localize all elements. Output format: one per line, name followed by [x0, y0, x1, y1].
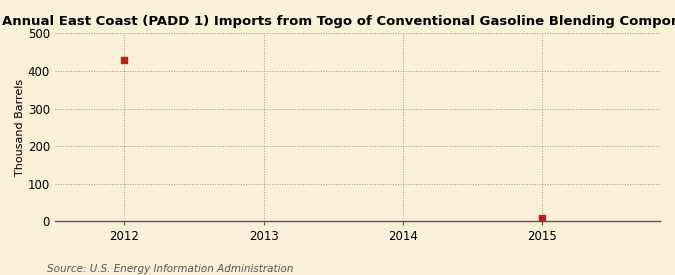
Text: Source: U.S. Energy Information Administration: Source: U.S. Energy Information Administ… — [47, 264, 294, 274]
Y-axis label: Thousand Barrels: Thousand Barrels — [15, 79, 25, 176]
Point — [119, 57, 130, 62]
Title: Annual East Coast (PADD 1) Imports from Togo of Conventional Gasoline Blending C: Annual East Coast (PADD 1) Imports from … — [2, 15, 675, 28]
Point — [537, 216, 547, 221]
